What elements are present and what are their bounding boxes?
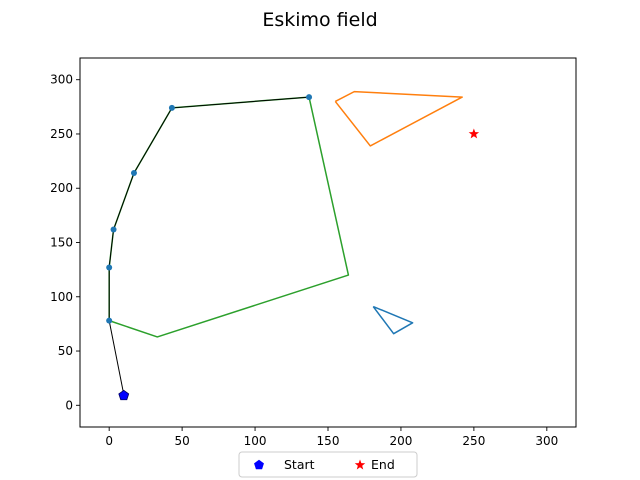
y-tick-label: 150 [50,236,73,250]
path-node [110,226,117,233]
legend-start-pentagon [254,459,264,470]
legend-end-star [354,459,366,470]
plot-area [79,57,577,428]
end-marker [468,128,480,139]
x-tick-label: 0 [105,434,113,448]
x-tick-label: 200 [389,434,412,448]
y-tick-label: 250 [50,127,73,141]
path [106,94,313,395]
obstacles [108,90,463,338]
path-line [108,96,310,395]
markers [118,128,480,401]
y-tick-label: 200 [50,181,73,195]
chart-title: Eskimo field [262,9,377,31]
path-node [306,94,313,101]
x-tick-label: 150 [317,434,340,448]
y-axis: 0 50 100 150 200 250 300 [50,73,80,412]
path-node [106,317,113,324]
start-marker [118,389,130,401]
x-tick-label: 300 [535,434,558,448]
legend-end-label: End [371,457,395,472]
legend: Start End [238,451,418,478]
legend-start-marker [254,459,264,470]
x-axis: 0 50 100 150 200 250 300 [105,427,558,448]
y-tick-label: 0 [65,398,73,412]
legend-box [238,451,418,478]
axes-frame [79,57,577,428]
y-tick-label: 300 [50,73,73,87]
y-tick-label: 100 [50,290,73,304]
y-tick-label: 50 [58,344,73,358]
legend-end-marker [354,459,366,470]
obstacle-2 [334,90,463,147]
x-tick-label: 50 [174,434,189,448]
path-node [106,264,113,271]
path-node [130,170,137,177]
path-node [168,104,175,111]
x-tick-label: 100 [244,434,267,448]
x-tick-label: 250 [462,434,485,448]
legend-start-label: Start [284,457,315,472]
obstacle-3 [108,96,350,338]
obstacle-1 [372,305,414,335]
